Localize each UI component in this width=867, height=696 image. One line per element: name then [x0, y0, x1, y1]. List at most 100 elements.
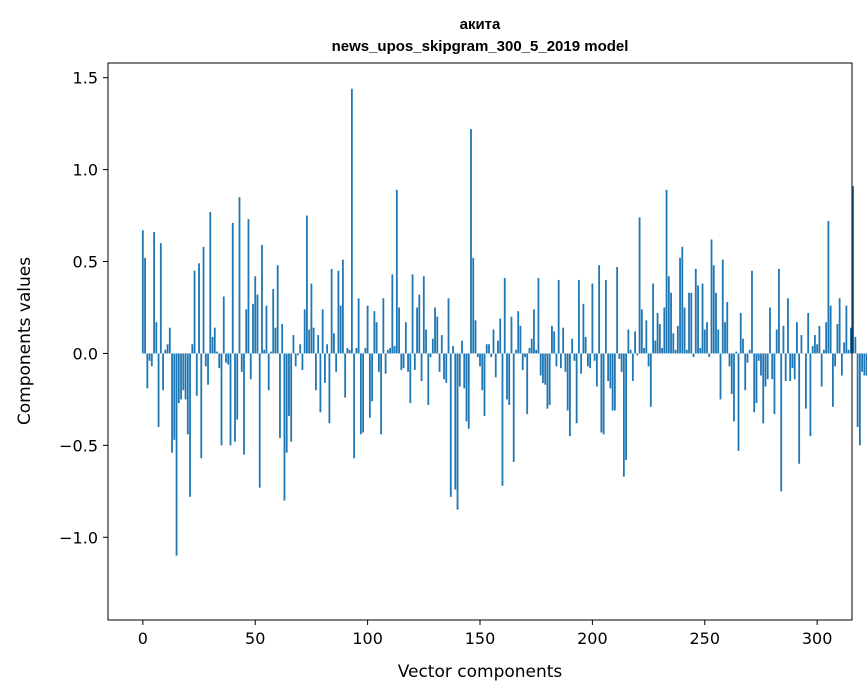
bar-148 — [474, 320, 477, 354]
bar-287 — [787, 298, 789, 354]
bar-99 — [364, 347, 367, 354]
bar-306 — [829, 305, 832, 354]
bar-123 — [418, 294, 421, 354]
bar-281 — [773, 353, 776, 415]
bar-159 — [499, 318, 502, 354]
bars-group — [141, 88, 867, 556]
bar-253 — [710, 239, 713, 354]
bar-79 — [319, 353, 322, 413]
bar-247 — [697, 285, 699, 354]
bar-162 — [506, 353, 508, 400]
bar-135 — [445, 353, 448, 383]
bar-207 — [607, 353, 610, 382]
bar-211 — [616, 267, 619, 354]
bar-146 — [470, 129, 472, 354]
bar-95 — [355, 347, 358, 354]
bar-112 — [393, 346, 396, 354]
bar-16 — [177, 353, 180, 404]
bar-290 — [793, 353, 796, 380]
bar-54 — [263, 349, 266, 354]
bar-254 — [712, 265, 715, 354]
bar-191 — [571, 338, 574, 354]
bar-40 — [231, 222, 234, 354]
bar-277 — [764, 353, 767, 387]
bar-203 — [598, 265, 601, 354]
bar-208 — [609, 353, 612, 389]
bar-266 — [739, 313, 742, 354]
bar-263 — [733, 353, 735, 422]
bar-149 — [476, 353, 479, 358]
bar-217 — [629, 349, 632, 354]
bar-185 — [557, 279, 560, 354]
bar-241 — [683, 307, 686, 354]
bar-278 — [766, 353, 769, 380]
bar-22 — [191, 344, 194, 354]
x-tick-label: 100 — [352, 629, 383, 648]
y-tick-label: 0.5 — [73, 253, 98, 272]
bar-25 — [198, 263, 200, 354]
bar-255 — [715, 292, 717, 354]
bar-137 — [449, 353, 452, 497]
bar-6 — [155, 322, 158, 354]
bar-168 — [519, 325, 522, 354]
bar-18 — [182, 353, 185, 391]
bar-158 — [497, 340, 499, 354]
bar-117 — [404, 322, 407, 354]
bar-24 — [195, 353, 198, 396]
bar-150 — [479, 353, 481, 367]
bar-0 — [141, 230, 144, 354]
bar-136 — [447, 298, 450, 354]
bar-104 — [375, 322, 378, 354]
bar-160 — [501, 353, 504, 486]
bar-172 — [528, 347, 531, 354]
bar-188 — [564, 353, 567, 372]
bar-175 — [535, 349, 538, 354]
bar-297 — [809, 353, 812, 437]
bar-252 — [708, 353, 711, 358]
bar-151 — [481, 353, 484, 391]
bar-256 — [717, 329, 720, 354]
bar-108 — [384, 353, 387, 374]
y-tick-label: −0.5 — [59, 436, 98, 455]
bar-201 — [593, 353, 596, 361]
bar-96 — [357, 298, 360, 354]
bar-141 — [458, 353, 461, 387]
bar-250 — [703, 329, 706, 354]
bar-226 — [649, 353, 652, 407]
bar-237 — [674, 349, 677, 354]
bar-228 — [654, 340, 657, 354]
bar-316 — [852, 186, 855, 354]
bar-286 — [784, 353, 787, 382]
bar-51 — [256, 294, 259, 354]
bar-91 — [346, 347, 349, 354]
bar-46 — [245, 309, 248, 354]
bar-143 — [463, 353, 466, 389]
bar-268 — [744, 353, 747, 391]
bar-246 — [694, 268, 697, 354]
bar-94 — [353, 353, 356, 459]
bar-119 — [409, 353, 412, 404]
bar-76 — [312, 327, 315, 354]
bar-68 — [294, 353, 297, 367]
bar-126 — [425, 329, 427, 354]
bar-195 — [580, 353, 583, 374]
bar-111 — [391, 274, 394, 354]
bar-163 — [508, 353, 511, 405]
bar-152 — [483, 353, 486, 416]
bar-80 — [321, 309, 324, 354]
bar-8 — [159, 243, 162, 354]
bar-33 — [216, 351, 218, 354]
bar-103 — [373, 311, 376, 354]
bar-74 — [308, 329, 311, 354]
bar-66 — [290, 353, 293, 442]
y-tick-label: −1.0 — [59, 528, 98, 547]
bar-21 — [189, 353, 191, 497]
bar-71 — [301, 353, 304, 370]
bar-144 — [465, 353, 468, 422]
bar-49 — [252, 303, 254, 354]
bar-28 — [204, 353, 207, 367]
bar-269 — [746, 353, 749, 363]
bar-171 — [526, 353, 529, 415]
bar-84 — [330, 268, 333, 354]
bar-47 — [247, 219, 250, 354]
